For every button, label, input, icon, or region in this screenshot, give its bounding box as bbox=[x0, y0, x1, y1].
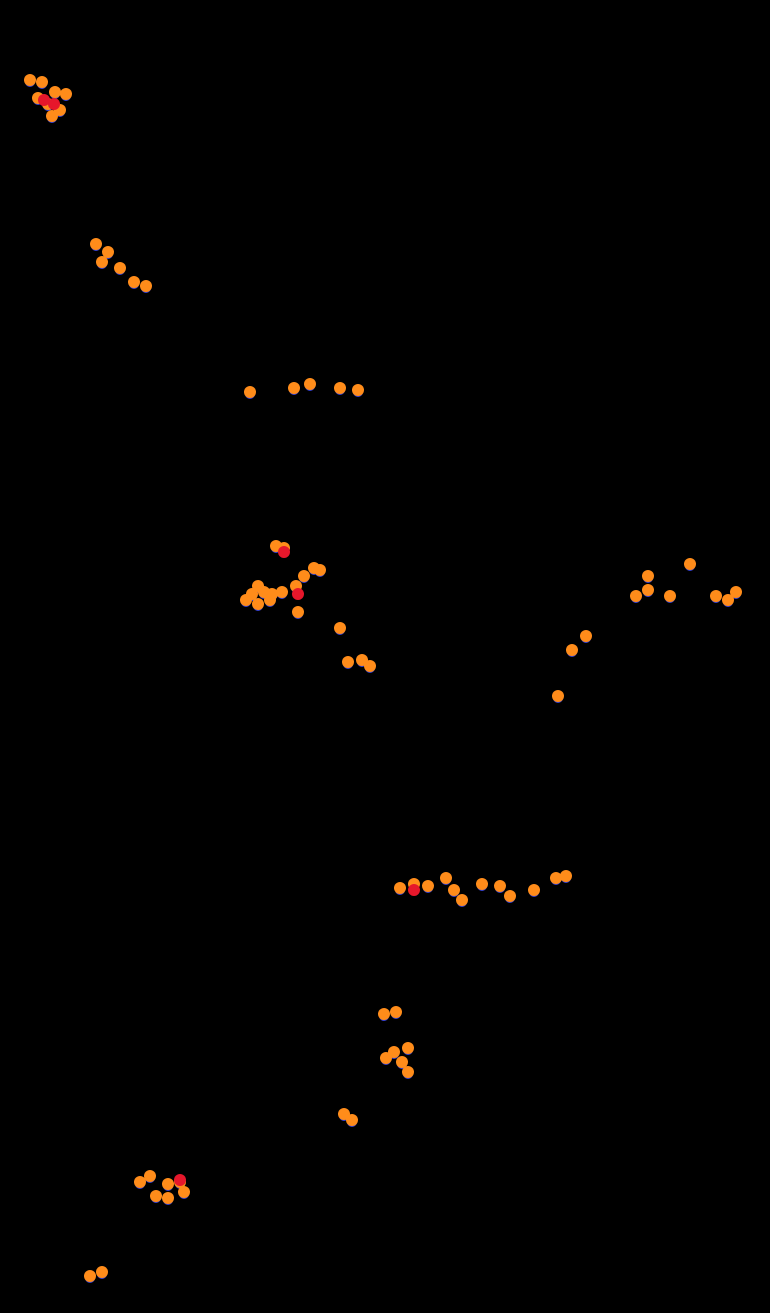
scatter-point bbox=[298, 570, 310, 582]
scatter-point bbox=[394, 882, 406, 894]
scatter-point bbox=[140, 280, 152, 292]
scatter-point bbox=[710, 590, 722, 602]
scatter-point bbox=[36, 76, 48, 88]
scatter-point bbox=[128, 276, 140, 288]
scatter-point bbox=[96, 256, 108, 268]
scatter-point bbox=[346, 1114, 358, 1126]
scatter-point bbox=[352, 384, 364, 396]
scatter-point bbox=[456, 894, 468, 906]
scatter-point bbox=[504, 890, 516, 902]
scatter-point bbox=[552, 690, 564, 702]
scatter-point bbox=[402, 1066, 414, 1078]
scatter-point bbox=[162, 1178, 174, 1190]
scatter-point bbox=[244, 386, 256, 398]
scatter-point bbox=[364, 660, 376, 672]
scatter-point bbox=[304, 378, 316, 390]
scatter-point bbox=[84, 1270, 96, 1282]
scatter-point bbox=[150, 1190, 162, 1202]
scatter-point bbox=[264, 594, 276, 606]
scatter-point bbox=[422, 880, 434, 892]
scatter-point bbox=[276, 586, 288, 598]
scatter-point bbox=[494, 880, 506, 892]
scatter-point bbox=[342, 656, 354, 668]
scatter-plot-canvas bbox=[0, 0, 770, 1313]
scatter-point bbox=[390, 1006, 402, 1018]
scatter-point bbox=[162, 1192, 174, 1204]
scatter-point bbox=[664, 590, 676, 602]
scatter-point-highlight bbox=[278, 546, 290, 558]
scatter-point bbox=[684, 558, 696, 570]
scatter-point bbox=[440, 872, 452, 884]
scatter-point bbox=[334, 382, 346, 394]
scatter-point bbox=[46, 110, 58, 122]
scatter-point bbox=[24, 74, 36, 86]
scatter-point bbox=[96, 1266, 108, 1278]
scatter-point bbox=[252, 598, 264, 610]
scatter-point bbox=[114, 262, 126, 274]
scatter-point bbox=[378, 1008, 390, 1020]
scatter-point bbox=[580, 630, 592, 642]
scatter-point-highlight bbox=[408, 884, 420, 896]
scatter-point bbox=[402, 1042, 414, 1054]
scatter-point bbox=[288, 382, 300, 394]
scatter-point bbox=[630, 590, 642, 602]
scatter-point bbox=[642, 570, 654, 582]
scatter-point bbox=[730, 586, 742, 598]
scatter-point-highlight bbox=[292, 588, 304, 600]
scatter-point bbox=[314, 564, 326, 576]
scatter-point bbox=[642, 584, 654, 596]
scatter-point bbox=[240, 594, 252, 606]
scatter-point bbox=[560, 870, 572, 882]
scatter-point bbox=[476, 878, 488, 890]
scatter-point-highlight bbox=[48, 98, 60, 110]
scatter-point bbox=[334, 622, 346, 634]
scatter-point bbox=[528, 884, 540, 896]
scatter-point-highlight bbox=[174, 1174, 186, 1186]
scatter-point bbox=[144, 1170, 156, 1182]
scatter-point bbox=[566, 644, 578, 656]
scatter-point bbox=[60, 88, 72, 100]
scatter-point bbox=[292, 606, 304, 618]
scatter-point bbox=[90, 238, 102, 250]
